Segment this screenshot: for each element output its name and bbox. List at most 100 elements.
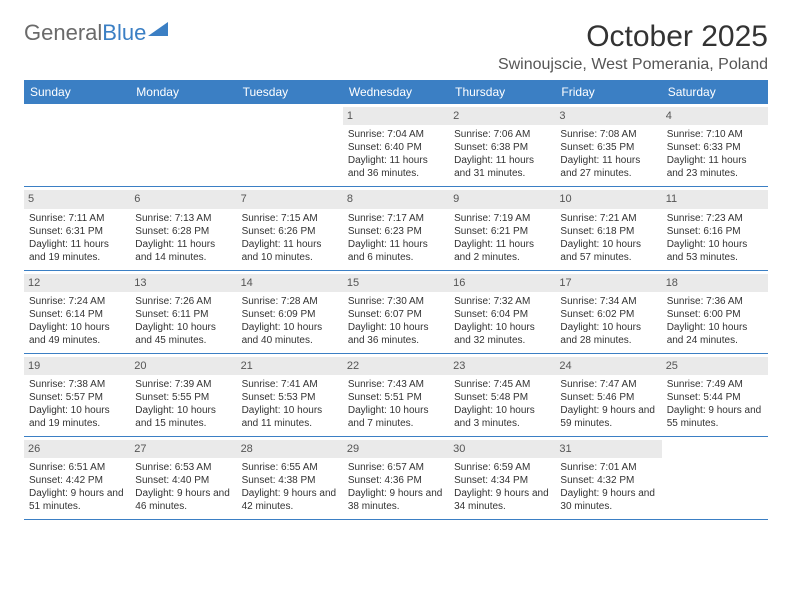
day-number: 10 xyxy=(555,190,661,208)
sunrise-text: Sunrise: 7:32 AM xyxy=(454,295,550,308)
day-cell: 10Sunrise: 7:21 AMSunset: 6:18 PMDayligh… xyxy=(555,187,661,269)
daylight-text: Daylight: 9 hours and 38 minutes. xyxy=(348,487,444,513)
sunrise-text: Sunrise: 7:38 AM xyxy=(29,378,125,391)
sunrise-text: Sunrise: 6:51 AM xyxy=(29,461,125,474)
day-number: 9 xyxy=(449,190,555,208)
sunset-text: Sunset: 6:09 PM xyxy=(242,308,338,321)
day-cell: 19Sunrise: 7:38 AMSunset: 5:57 PMDayligh… xyxy=(24,354,130,436)
logo: GeneralBlue xyxy=(24,20,168,46)
day-number: 31 xyxy=(555,440,661,458)
day-number: 8 xyxy=(343,190,449,208)
daylight-text: Daylight: 11 hours and 36 minutes. xyxy=(348,154,444,180)
sunrise-text: Sunrise: 7:34 AM xyxy=(560,295,656,308)
page-title: October 2025 xyxy=(498,20,768,54)
day-cell: 27 Sunrise: 6:53 AMSunset: 4:40 PMDayligh… xyxy=(130,437,236,519)
daylight-text: Daylight: 11 hours and 27 minutes. xyxy=(560,154,656,180)
day-cell: 5Sunrise: 7:11 AMSunset: 6:31 PMDaylight… xyxy=(24,187,130,269)
day-number: 26 xyxy=(24,440,130,458)
day-number: 15 xyxy=(343,274,449,292)
daylight-text: Daylight: 9 hours and 59 minutes. xyxy=(560,404,656,430)
day-cell: 20Sunrise: 7:39 AMSunset: 5:55 PMDayligh… xyxy=(130,354,236,436)
sunrise-text: Sunrise: 7:30 AM xyxy=(348,295,444,308)
day-number: 11 xyxy=(662,190,768,208)
daylight-text: Daylight: 10 hours and 57 minutes. xyxy=(560,238,656,264)
sunrise-text: Sunrise: 7:39 AM xyxy=(135,378,231,391)
day-header: Wednesday xyxy=(343,80,449,104)
daylight-text: Daylight: 10 hours and 15 minutes. xyxy=(135,404,231,430)
sunrise-text: Sunrise: 7:10 AM xyxy=(667,128,763,141)
sunrise-text: Sunrise: 6:57 AM xyxy=(348,461,444,474)
daylight-text: Daylight: 10 hours and 32 minutes. xyxy=(454,321,550,347)
sunset-text: Sunset: 5:44 PM xyxy=(667,391,763,404)
sunset-text: Sunset: 6:28 PM xyxy=(135,225,231,238)
logo-text-blue: Blue xyxy=(102,20,146,46)
sunrise-text: Sunrise: 6:59 AM xyxy=(454,461,550,474)
day-cell: 16Sunrise: 7:32 AMSunset: 6:04 PMDayligh… xyxy=(449,271,555,353)
day-header: Thursday xyxy=(449,80,555,104)
daylight-text: Daylight: 10 hours and 40 minutes. xyxy=(242,321,338,347)
sunrise-text: Sunrise: 7:45 AM xyxy=(454,378,550,391)
day-number: 29 xyxy=(343,440,449,458)
day-cell: 18Sunrise: 7:36 AMSunset: 6:00 PMDayligh… xyxy=(662,271,768,353)
page-header: GeneralBlue October 2025 Swinoujscie, We… xyxy=(24,20,768,74)
sunset-text: Sunset: 5:53 PM xyxy=(242,391,338,404)
day-number: 16 xyxy=(449,274,555,292)
daylight-text: Daylight: 10 hours and 49 minutes. xyxy=(29,321,125,347)
sunset-text: Sunset: 4:38 PM xyxy=(242,474,338,487)
sunset-text: Sunset: 5:48 PM xyxy=(454,391,550,404)
day-header: Monday xyxy=(130,80,236,104)
sunrise-text: Sunrise: 7:23 AM xyxy=(667,212,763,225)
day-number: 7 xyxy=(237,190,343,208)
day-cell: 22Sunrise: 7:43 AMSunset: 5:51 PMDayligh… xyxy=(343,354,449,436)
weeks-container: 1Sunrise: 7:04 AMSunset: 6:40 PMDaylight… xyxy=(24,104,768,520)
sunset-text: Sunset: 6:14 PM xyxy=(29,308,125,321)
sunrise-text: Sunrise: 6:53 AM xyxy=(135,461,231,474)
sunset-text: Sunset: 4:40 PM xyxy=(135,474,231,487)
day-cell: 17Sunrise: 7:34 AMSunset: 6:02 PMDayligh… xyxy=(555,271,661,353)
sunset-text: Sunset: 6:33 PM xyxy=(667,141,763,154)
day-cell: 25 Sunrise: 7:49 AMSunset: 5:44 PMDayligh… xyxy=(662,354,768,436)
sunset-text: Sunset: 6:11 PM xyxy=(135,308,231,321)
daylight-text: Daylight: 9 hours and 42 minutes. xyxy=(242,487,338,513)
daylight-text: Daylight: 11 hours and 2 minutes. xyxy=(454,238,550,264)
sunrise-text: Sunrise: 7:47 AM xyxy=(560,378,656,391)
sunset-text: Sunset: 5:51 PM xyxy=(348,391,444,404)
day-number: 25 xyxy=(662,357,768,375)
sunrise-text: Sunrise: 6:55 AM xyxy=(242,461,338,474)
day-cell: 14 Sunrise: 7:28 AMSunset: 6:09 PMDayligh… xyxy=(237,271,343,353)
daylight-text: Daylight: 11 hours and 19 minutes. xyxy=(29,238,125,264)
sunrise-text: Sunrise: 7:28 AM xyxy=(242,295,338,308)
sunset-text: Sunset: 4:36 PM xyxy=(348,474,444,487)
sunset-text: Sunset: 4:32 PM xyxy=(560,474,656,487)
daylight-text: Daylight: 9 hours and 55 minutes. xyxy=(667,404,763,430)
day-cell: 29 Sunrise: 6:57 AMSunset: 4:36 PMDayligh… xyxy=(343,437,449,519)
day-number: 22 xyxy=(343,357,449,375)
day-cell: 12Sunrise: 7:24 AMSunset: 6:14 PMDayligh… xyxy=(24,271,130,353)
day-number: 3 xyxy=(555,107,661,125)
day-number: 4 xyxy=(662,107,768,125)
sunrise-text: Sunrise: 7:15 AM xyxy=(242,212,338,225)
day-cell: 3Sunrise: 7:08 AMSunset: 6:35 PMDaylight… xyxy=(555,104,661,186)
sunset-text: Sunset: 6:35 PM xyxy=(560,141,656,154)
daylight-text: Daylight: 10 hours and 28 minutes. xyxy=(560,321,656,347)
sunset-text: Sunset: 6:38 PM xyxy=(454,141,550,154)
daylight-text: Daylight: 9 hours and 46 minutes. xyxy=(135,487,231,513)
day-header-row: Sunday Monday Tuesday Wednesday Thursday… xyxy=(24,80,768,104)
sunrise-text: Sunrise: 7:49 AM xyxy=(667,378,763,391)
day-header: Friday xyxy=(555,80,661,104)
day-number: 27 xyxy=(130,440,236,458)
week-row: 19Sunrise: 7:38 AMSunset: 5:57 PMDayligh… xyxy=(24,354,768,437)
day-cell: 24Sunrise: 7:47 AMSunset: 5:46 PMDayligh… xyxy=(555,354,661,436)
title-block: October 2025 Swinoujscie, West Pomerania… xyxy=(498,20,768,74)
day-number: 14 xyxy=(237,274,343,292)
daylight-text: Daylight: 11 hours and 14 minutes. xyxy=(135,238,231,264)
day-cell: 13Sunrise: 7:26 AMSunset: 6:11 PMDayligh… xyxy=(130,271,236,353)
sunset-text: Sunset: 6:21 PM xyxy=(454,225,550,238)
day-cell: 2Sunrise: 7:06 AMSunset: 6:38 PMDaylight… xyxy=(449,104,555,186)
sunrise-text: Sunrise: 7:17 AM xyxy=(348,212,444,225)
day-number: 18 xyxy=(662,274,768,292)
day-cell: 1Sunrise: 7:04 AMSunset: 6:40 PMDaylight… xyxy=(343,104,449,186)
sunset-text: Sunset: 5:46 PM xyxy=(560,391,656,404)
sunrise-text: Sunrise: 7:43 AM xyxy=(348,378,444,391)
day-number: 5 xyxy=(24,190,130,208)
